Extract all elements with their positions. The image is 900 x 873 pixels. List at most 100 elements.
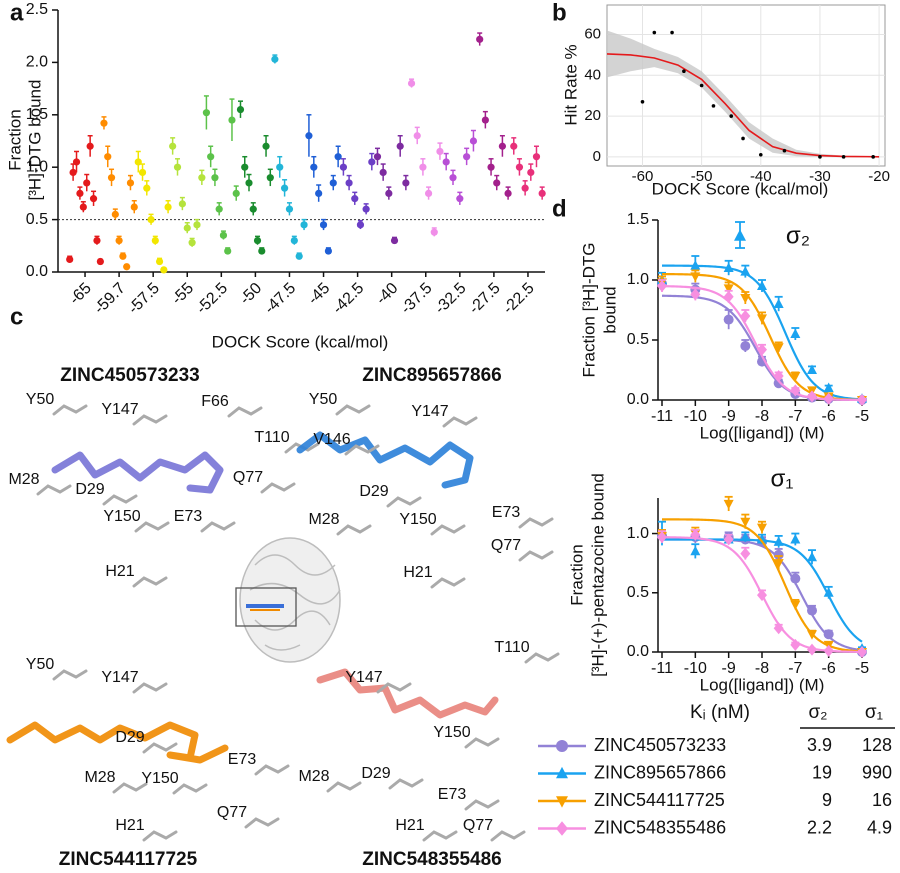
residue-label: F66	[201, 393, 229, 410]
residue-stick	[102, 494, 138, 506]
y-axis-label: bound	[600, 286, 619, 333]
point	[538, 189, 546, 197]
y-axis-label: [³H]-DTG bound	[25, 80, 44, 201]
point	[442, 158, 450, 166]
x-tick-label: -55	[169, 280, 197, 308]
residue-label: D29	[359, 483, 388, 500]
marker	[857, 394, 867, 406]
point	[402, 179, 410, 187]
point	[334, 153, 342, 161]
marker	[757, 343, 767, 356]
fit-curve	[661, 285, 863, 402]
x-tick-label: -11	[651, 660, 673, 677]
x-tick-label: -5	[855, 660, 869, 677]
point	[424, 189, 433, 197]
residue-label: H21	[105, 563, 134, 580]
point	[379, 168, 387, 177]
residue-stick	[172, 783, 208, 795]
marker	[740, 310, 751, 322]
legend-label: ZINC450573233	[594, 735, 726, 755]
marker	[857, 646, 867, 658]
point	[729, 114, 734, 118]
marker	[807, 390, 817, 403]
table-cell: 2.2	[807, 817, 832, 837]
marker	[790, 600, 801, 611]
marker	[807, 364, 817, 374]
marker	[690, 260, 701, 270]
point	[126, 179, 135, 187]
table-header: σ₂	[808, 702, 827, 723]
residue-label: D29	[361, 765, 390, 782]
y-tick-label: 0.0	[627, 643, 649, 660]
y-tick-label: 0.5	[26, 211, 48, 228]
protein-overview	[235, 537, 341, 663]
point	[66, 255, 74, 264]
point	[130, 203, 138, 211]
residue-label: Q77	[233, 469, 263, 486]
marker	[790, 638, 801, 651]
point	[79, 203, 87, 211]
marker	[723, 314, 734, 325]
marker	[556, 796, 568, 808]
table-cell: 9	[822, 790, 832, 810]
y-tick-label: 1.5	[627, 211, 649, 228]
marker	[556, 821, 568, 836]
residue-label: H21	[395, 817, 424, 834]
y-axis-label: Fraction	[5, 109, 24, 170]
marker	[823, 392, 834, 405]
point	[368, 158, 376, 166]
residue-stick	[227, 406, 263, 418]
x-tick-label: -9	[722, 660, 736, 677]
x-tick-label: -10	[684, 660, 707, 677]
residue-stick	[464, 737, 500, 749]
residue-label: T110	[254, 429, 289, 446]
x-axis-label: Log([ligand]) (M)	[700, 675, 825, 694]
x-tick-label: -40	[750, 168, 772, 185]
point	[390, 236, 399, 245]
point	[211, 174, 219, 182]
marker	[740, 341, 751, 351]
marker	[790, 384, 801, 397]
y-axis-label: Fraction	[567, 544, 586, 605]
residue-stick	[376, 682, 412, 694]
plot-area	[606, 4, 886, 167]
y-tick-label: 0.0	[627, 391, 649, 408]
point	[147, 216, 155, 224]
residue-label: M28	[308, 511, 339, 528]
confidence-band	[607, 30, 880, 158]
residue-stick	[518, 517, 554, 529]
x-tick-label: -59.7	[91, 280, 129, 318]
point	[69, 168, 77, 177]
point	[236, 105, 245, 114]
panel-letter: d	[552, 195, 567, 222]
x-tick-label: -27.5	[466, 280, 504, 318]
x-tick-label: -57.5	[125, 280, 163, 318]
point	[758, 152, 763, 157]
x-tick-label: -37.5	[398, 280, 436, 318]
marker	[657, 531, 667, 544]
point	[487, 163, 495, 171]
marker	[723, 533, 734, 546]
residue-label: Y150	[399, 511, 436, 528]
ligand	[6, 721, 229, 764]
ligand	[296, 431, 474, 489]
point	[670, 30, 674, 35]
marker	[823, 644, 834, 657]
ligand	[316, 668, 499, 719]
marker	[740, 531, 751, 542]
marker	[740, 517, 751, 528]
table-cell: 128	[862, 735, 892, 755]
point	[72, 158, 81, 166]
y-tick-label: 0	[593, 148, 601, 165]
residue-label: Y50	[26, 656, 55, 673]
residue-label: E73	[174, 508, 203, 525]
x-tick-label: -52.5	[193, 280, 231, 318]
point	[193, 221, 201, 229]
point	[396, 142, 404, 150]
marker	[740, 266, 751, 276]
point	[123, 263, 131, 271]
table-cell: 3.9	[807, 735, 832, 755]
residue-stick	[52, 669, 88, 681]
marker	[757, 523, 767, 534]
marker	[723, 499, 734, 510]
